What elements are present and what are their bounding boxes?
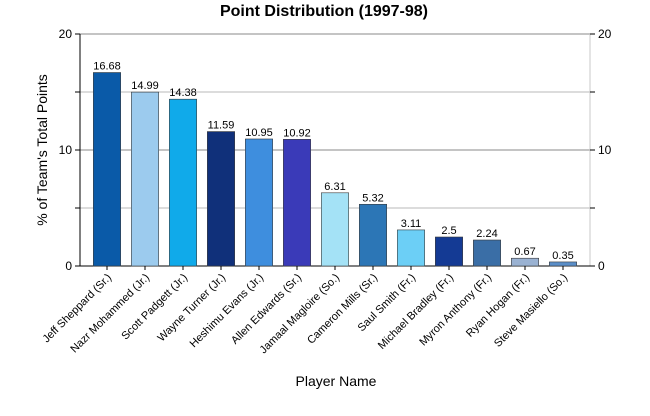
value-labels: 16.68 14.99 14.38 11.59 10.95 10.92 6.31 5.32 3.… — [93, 61, 573, 262]
bar-value-label: 6.31 — [324, 181, 345, 193]
bar-value-label: 3.11 — [401, 218, 422, 230]
y-axis-left: 0 10 20 — [59, 27, 80, 273]
bar-value-label: 10.95 — [245, 127, 273, 139]
bars — [93, 72, 577, 267]
bar — [397, 229, 425, 267]
bar-value-label: 2.24 — [476, 228, 497, 240]
bar — [245, 138, 273, 267]
bar — [283, 139, 311, 267]
x-tick-label: Steve Masiello (So.) — [492, 272, 570, 350]
bar — [435, 236, 463, 267]
x-tick-label: Allen Edwards (Sr.) — [229, 272, 304, 347]
bar-value-label: 16.68 — [93, 61, 121, 73]
y-axis-right: 0 10 20 — [590, 27, 612, 273]
y-axis-label: % of Team's Total Points — [34, 74, 50, 226]
chart-title: Point Distribution (1997-98) — [220, 3, 428, 20]
x-tick-label: Myron Anthony (Fr.) — [417, 272, 494, 349]
bar — [131, 91, 159, 267]
bar-value-label: 11.59 — [208, 120, 235, 132]
bar-value-label: 2.5 — [441, 225, 456, 237]
x-tick-label: Jeff Sheppard (Sr.) — [40, 272, 114, 346]
y-tick-label: 0 — [65, 259, 72, 273]
bar — [93, 72, 121, 267]
x-tick-label: Cameron Mills (Sr.) — [305, 272, 380, 347]
bar — [169, 98, 197, 267]
x-axis: Jeff Sheppard (Sr.)Nazr Mohammed (Jr.)Sc… — [40, 266, 570, 356]
x-tick-label: Wayne Turner (Jr.) — [156, 272, 229, 345]
bar-value-label: 5.32 — [362, 192, 383, 204]
bar-value-label: 0.35 — [552, 250, 573, 262]
y-tick-label-right: 0 — [598, 259, 605, 273]
x-tick-label: Scott Padgett (Jr.) — [119, 272, 190, 343]
bar — [359, 203, 387, 267]
bar — [549, 261, 577, 267]
x-axis-label: Player Name — [296, 373, 377, 389]
bar-value-label: 14.99 — [131, 80, 159, 92]
bar — [473, 239, 501, 267]
x-tick-label: Michael Bradley (Fr.) — [376, 272, 456, 352]
bar — [511, 257, 539, 267]
y-tick-label: 10 — [59, 143, 73, 157]
y-tick-label: 20 — [59, 27, 73, 41]
bar-value-label: 14.38 — [169, 87, 197, 99]
bar — [207, 131, 235, 267]
y-tick-label-right: 20 — [598, 27, 612, 41]
bar-value-label: 10.92 — [283, 127, 311, 139]
bar — [321, 192, 349, 267]
y-tick-label-right: 10 — [598, 143, 612, 157]
bar-value-label: 0.67 — [514, 246, 535, 258]
x-tick-label: Heshimu Evans (Jr.) — [188, 272, 267, 351]
